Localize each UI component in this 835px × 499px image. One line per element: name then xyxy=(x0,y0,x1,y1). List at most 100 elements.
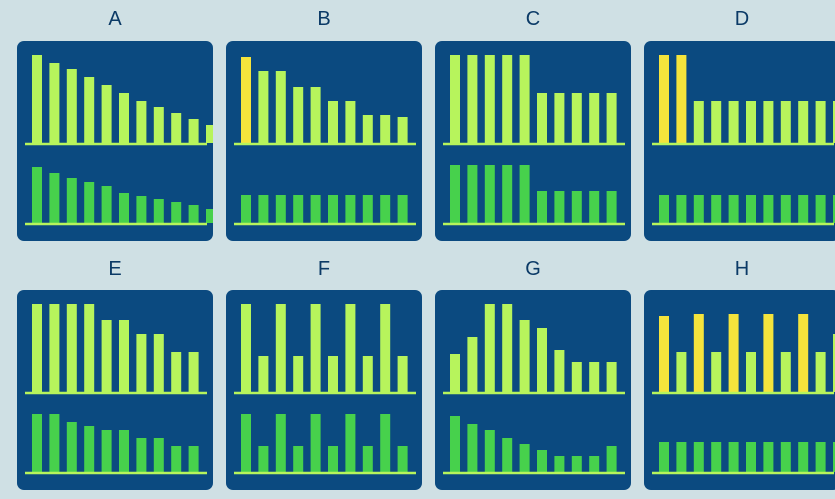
bottom-bar xyxy=(362,446,373,472)
panel-a xyxy=(17,41,213,241)
bottom-bar xyxy=(571,456,582,472)
panel-label-f: F xyxy=(317,258,331,280)
top-bar xyxy=(49,63,60,143)
top-bar xyxy=(119,320,129,392)
bottom-bar xyxy=(693,195,704,223)
top-bar xyxy=(659,316,669,392)
bottom-bar xyxy=(293,195,304,223)
top-bar xyxy=(136,101,147,143)
top-bar xyxy=(206,125,213,143)
panel-h xyxy=(644,290,835,490)
bottom-bar xyxy=(136,438,147,472)
bottom-bar xyxy=(450,165,460,223)
top-bar xyxy=(32,304,42,392)
panel-e xyxy=(17,290,213,490)
bottom-bar xyxy=(606,191,617,223)
top-bar xyxy=(519,55,530,143)
panel-f xyxy=(226,290,422,490)
bottom-bar xyxy=(571,191,582,223)
top-bar xyxy=(484,304,495,392)
top-bar xyxy=(136,334,147,392)
top-bar xyxy=(554,93,565,143)
top-bar xyxy=(188,119,199,143)
top-bar xyxy=(32,55,42,143)
bottom-bar xyxy=(502,438,513,472)
bottom-bar xyxy=(66,178,77,223)
top-bar xyxy=(711,101,722,143)
top-bar xyxy=(833,334,835,392)
top-bar xyxy=(711,352,722,392)
bottom-bar xyxy=(763,195,774,223)
bottom-bar xyxy=(746,442,756,472)
bottom-bar xyxy=(815,195,826,223)
bottom-bar xyxy=(32,167,42,223)
bottom-bar xyxy=(484,430,495,472)
panel-bars xyxy=(234,304,416,475)
panel-b xyxy=(226,41,422,241)
bottom-bar xyxy=(554,191,565,223)
bottom-bar xyxy=(537,191,547,223)
panel-bars xyxy=(25,304,207,475)
top-bar xyxy=(780,352,791,392)
top-bar xyxy=(397,117,408,143)
top-bar xyxy=(380,115,391,143)
bottom-bar xyxy=(310,195,321,223)
bottom-bar xyxy=(206,209,213,223)
bottom-bar xyxy=(606,446,617,472)
top-bar xyxy=(101,85,112,143)
bottom-bar xyxy=(502,165,513,223)
top-bar xyxy=(833,101,835,143)
bottom-bar xyxy=(328,195,338,223)
top-bar xyxy=(293,87,304,143)
top-bar xyxy=(693,314,704,392)
bottom-bar xyxy=(763,442,774,472)
top-bar xyxy=(328,356,338,392)
bottom-bar xyxy=(659,442,669,472)
top-bar xyxy=(362,115,373,143)
bottom-bar xyxy=(171,446,182,472)
bottom-bar xyxy=(746,195,756,223)
bottom-bar xyxy=(49,173,60,223)
top-bar xyxy=(502,55,513,143)
top-bar xyxy=(101,320,112,392)
panel-label-a: A xyxy=(108,8,122,30)
bottom-bar xyxy=(780,442,791,472)
bottom-bar xyxy=(589,191,600,223)
bottom-bar xyxy=(119,430,129,472)
panel-d xyxy=(644,41,835,241)
bottom-bar xyxy=(798,442,809,472)
top-bar xyxy=(815,352,826,392)
top-bar xyxy=(606,362,617,392)
bottom-bar xyxy=(241,414,251,472)
top-bar xyxy=(484,55,495,143)
top-bar xyxy=(589,362,600,392)
bottom-bar xyxy=(275,414,286,472)
top-bar xyxy=(606,93,617,143)
panel-label-b: B xyxy=(317,8,331,30)
top-bar xyxy=(728,101,739,143)
panel-bars xyxy=(443,55,625,226)
panel-label-h: H xyxy=(734,258,750,280)
bottom-bar xyxy=(780,195,791,223)
top-bar xyxy=(258,71,269,143)
panel-c xyxy=(435,41,631,241)
bottom-bar xyxy=(310,414,321,472)
top-bar xyxy=(589,93,600,143)
panel-bars xyxy=(443,304,625,475)
top-bar xyxy=(275,71,286,143)
bottom-bar xyxy=(188,205,199,223)
top-bar xyxy=(467,337,478,392)
bottom-bar xyxy=(728,195,739,223)
top-bar xyxy=(310,304,321,392)
bottom-bar xyxy=(241,195,251,223)
bottom-bar xyxy=(293,446,304,472)
bottom-bar xyxy=(711,195,722,223)
top-bar xyxy=(467,55,478,143)
top-bar xyxy=(328,101,338,143)
top-bar xyxy=(66,69,77,143)
bottom-bar xyxy=(258,446,269,472)
top-bar xyxy=(345,304,356,392)
top-bar xyxy=(502,304,513,392)
top-bar xyxy=(659,55,669,143)
bottom-bar xyxy=(554,456,565,472)
